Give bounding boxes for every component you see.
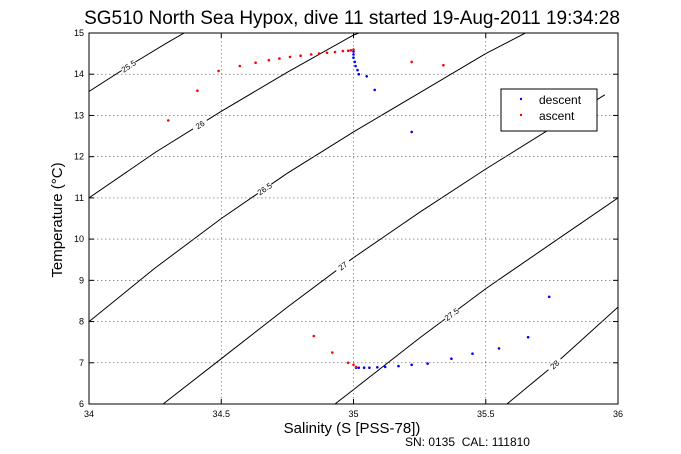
contour-label: 26.5 bbox=[256, 181, 274, 198]
legend-marker-descent bbox=[519, 97, 523, 101]
ascent-point bbox=[317, 52, 321, 55]
contour-label-group: 26.5 bbox=[255, 180, 274, 198]
ascent-point bbox=[288, 55, 292, 59]
ascent-point bbox=[346, 361, 350, 365]
contour-label-bg bbox=[190, 116, 210, 134]
contour-label-bg bbox=[333, 257, 353, 275]
contour-line bbox=[334, 197, 618, 404]
ascent-point bbox=[410, 60, 414, 64]
ascent-point bbox=[349, 49, 353, 52]
x-tick-label: 34 bbox=[84, 409, 94, 419]
axis-ticks: 34 34.5 35 35.5 36 6 7 8 9 10 11 12 13 14 15 bbox=[74, 28, 623, 419]
x-tick-label: 35 bbox=[348, 409, 358, 419]
contour-label: 25.5 bbox=[120, 58, 138, 74]
descent-point bbox=[362, 366, 366, 370]
legend-label-descent: descent bbox=[539, 93, 582, 107]
calibration-footer: SN: 0135 CAL: 111810 bbox=[405, 435, 530, 449]
chart-title: SG510 North Sea Hypox, dive 11 started 1… bbox=[84, 8, 620, 29]
ascent-point bbox=[267, 58, 271, 62]
descent-point bbox=[352, 53, 355, 56]
ascent-point bbox=[352, 363, 355, 367]
contour-label-group: 25.5 bbox=[119, 57, 138, 75]
ascent-point bbox=[352, 48, 355, 51]
contour-line bbox=[89, 33, 526, 322]
ascent-point bbox=[299, 54, 302, 57]
descent-point bbox=[357, 72, 361, 76]
ascent-point bbox=[325, 51, 329, 55]
grid-lines bbox=[89, 33, 618, 404]
descent-point bbox=[373, 88, 377, 92]
x-axis-label: Salinity (S [PSS-78]) bbox=[284, 420, 421, 437]
ascent-point bbox=[309, 53, 313, 56]
contour-label-bg bbox=[442, 305, 461, 323]
descent-point bbox=[368, 366, 371, 370]
contour-label-bg bbox=[255, 180, 274, 198]
y-tick-label: 14 bbox=[74, 69, 84, 79]
descent-point bbox=[352, 50, 355, 53]
descent-point bbox=[365, 75, 369, 78]
ascent-point bbox=[346, 49, 350, 52]
ascent-point bbox=[331, 351, 334, 354]
y-tick-label: 6 bbox=[79, 399, 84, 409]
x-tick-label: 35.5 bbox=[477, 409, 495, 419]
descent-point bbox=[426, 362, 429, 365]
contour-label-bg bbox=[119, 57, 138, 75]
legend-marker-ascent bbox=[519, 113, 523, 117]
data-points bbox=[167, 48, 551, 370]
legend-box bbox=[500, 88, 598, 132]
y-tick-label: 12 bbox=[74, 152, 84, 162]
ascent-point bbox=[167, 119, 170, 122]
contour-label-bg bbox=[545, 355, 564, 374]
y-tick-label: 11 bbox=[75, 193, 84, 203]
ascent-point bbox=[341, 49, 345, 53]
ascent-point bbox=[312, 334, 316, 338]
contour-label-group: 27 bbox=[333, 257, 353, 275]
descent-point bbox=[383, 365, 387, 369]
y-tick-label: 15 bbox=[74, 28, 84, 38]
descent-point bbox=[471, 352, 474, 356]
contour-line bbox=[89, 33, 185, 92]
ascent-point bbox=[278, 57, 281, 60]
descent-point bbox=[547, 295, 551, 299]
contour-line bbox=[89, 33, 359, 199]
descent-point bbox=[526, 335, 530, 339]
contour-label-group: 27.5 bbox=[442, 305, 461, 323]
x-tick-label: 34.5 bbox=[212, 409, 230, 419]
y-tick-label: 10 bbox=[74, 234, 84, 244]
y-tick-label: 7 bbox=[79, 358, 84, 368]
descent-point bbox=[397, 364, 400, 368]
ascent-point bbox=[217, 69, 220, 73]
descent-point bbox=[410, 130, 414, 134]
y-axis-label: Temperature (°C) bbox=[49, 162, 66, 277]
x-tick-label: 36 bbox=[613, 409, 623, 419]
legend: descent ascent bbox=[500, 88, 598, 132]
ascent-point bbox=[442, 63, 445, 67]
ascent-point bbox=[196, 89, 199, 92]
descent-point bbox=[357, 366, 361, 370]
ascent-point bbox=[238, 64, 242, 68]
contour-line bbox=[162, 94, 606, 404]
y-tick-label: 9 bbox=[79, 275, 84, 285]
descent-point bbox=[354, 64, 357, 68]
y-tick-label: 8 bbox=[79, 317, 84, 327]
ascent-point bbox=[254, 61, 257, 64]
descent-point bbox=[353, 60, 357, 64]
contour-label-group: 26 bbox=[190, 116, 210, 134]
descent-point bbox=[497, 347, 501, 350]
descent-point bbox=[356, 68, 359, 72]
descent-point bbox=[352, 56, 355, 59]
ascent-point bbox=[333, 50, 337, 54]
y-tick-label: 13 bbox=[74, 110, 84, 120]
ascent-point bbox=[354, 365, 358, 369]
descent-point bbox=[450, 357, 453, 361]
descent-point bbox=[376, 366, 379, 369]
legend-label-ascent: ascent bbox=[539, 109, 575, 123]
descent-point bbox=[410, 363, 414, 367]
